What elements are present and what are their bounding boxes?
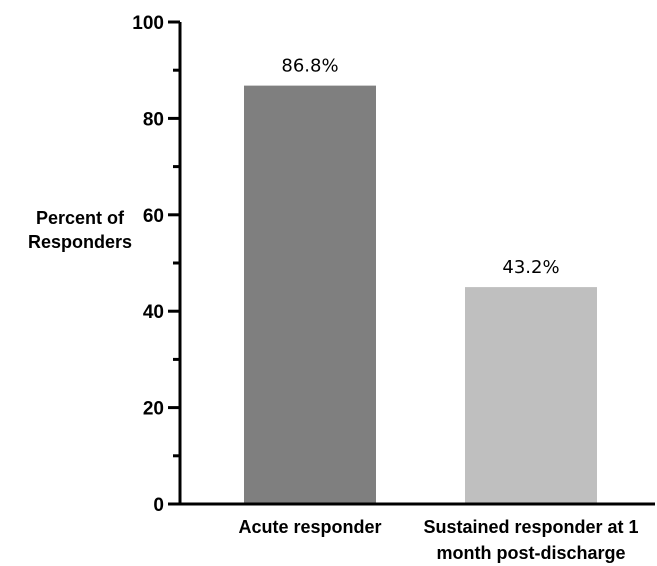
y-axis-label-line-2: Responders [27, 232, 133, 252]
y-tick-label-0: 0 [153, 495, 164, 516]
y-tick-label-20: 20 [143, 399, 164, 420]
data-label-1: 86.8% [281, 56, 338, 77]
data-label-2: 43.2% [502, 257, 559, 278]
y-axis-label: Percent of Responders [0, 206, 160, 254]
y-tick-label-40: 40 [143, 302, 164, 323]
y-axis-label-line-1: Percent of [35, 208, 125, 228]
bar-2 [465, 287, 597, 504]
y-tick-label-60: 60 [143, 206, 164, 227]
category-label-1-line-1: Acute responder [238, 517, 381, 537]
y-tick-label-80: 80 [143, 109, 164, 130]
category-label-2-line-2: month post-discharge [436, 543, 625, 563]
category-label-2-line-1: Sustained responder at 1 [423, 517, 638, 537]
y-tick-label-100: 100 [132, 13, 164, 34]
bar-1 [244, 85, 376, 505]
